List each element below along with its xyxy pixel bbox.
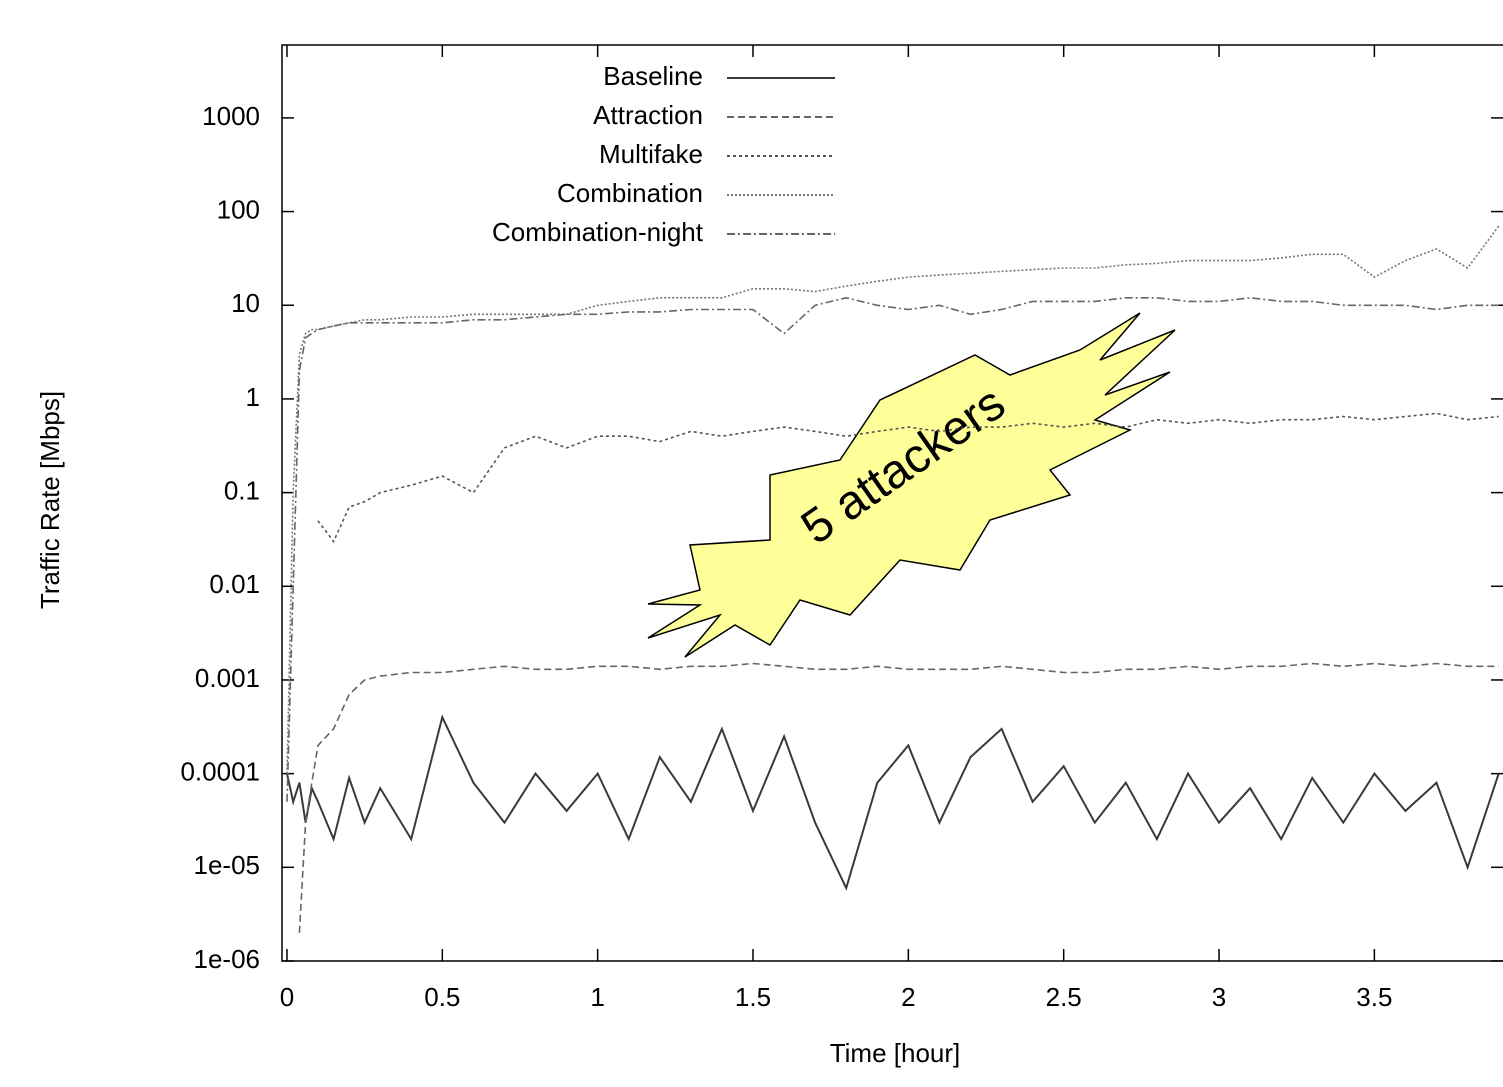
x-tick-label: 0	[280, 982, 294, 1012]
legend-label: Combination	[557, 178, 703, 208]
y-tick-label: 100	[217, 194, 260, 224]
y-tick-label: 1e-05	[194, 850, 261, 880]
y-tick-label: 1e-06	[194, 944, 261, 974]
y-axis-label: Traffic Rate [Mbps]	[35, 391, 65, 609]
plot-frame	[281, 44, 1503, 962]
legend-label: Combination-night	[492, 217, 704, 247]
x-tick-label: 1.5	[735, 982, 771, 1012]
series-line	[286, 714, 1500, 891]
y-tick-label: 10	[231, 288, 260, 318]
y-tick-label: 0.01	[209, 569, 260, 599]
x-tick-label: 3	[1212, 982, 1226, 1012]
y-tick-label: 0.001	[195, 663, 260, 693]
x-tick-label: 0.5	[424, 982, 460, 1012]
y-tick-label: 0.1	[224, 475, 260, 505]
x-axis-label: Time [hour]	[830, 1038, 961, 1068]
legend-label: Multifake	[599, 139, 703, 169]
series-line	[286, 296, 1499, 802]
x-tick-label: 3.5	[1356, 982, 1392, 1012]
legend-label: Baseline	[603, 61, 703, 91]
legend-label: Attraction	[593, 100, 703, 130]
series-line	[317, 412, 1499, 544]
x-tick-label: 1	[590, 982, 604, 1012]
series-line	[298, 662, 1499, 933]
series-line	[286, 225, 1500, 774]
x-tick-label: 2	[901, 982, 915, 1012]
y-tick-label: 1	[246, 382, 260, 412]
y-tick-label: 1000	[202, 101, 260, 131]
x-tick-label: 2.5	[1046, 982, 1082, 1012]
y-tick-label: 0.0001	[180, 757, 260, 787]
starburst	[647, 312, 1176, 658]
